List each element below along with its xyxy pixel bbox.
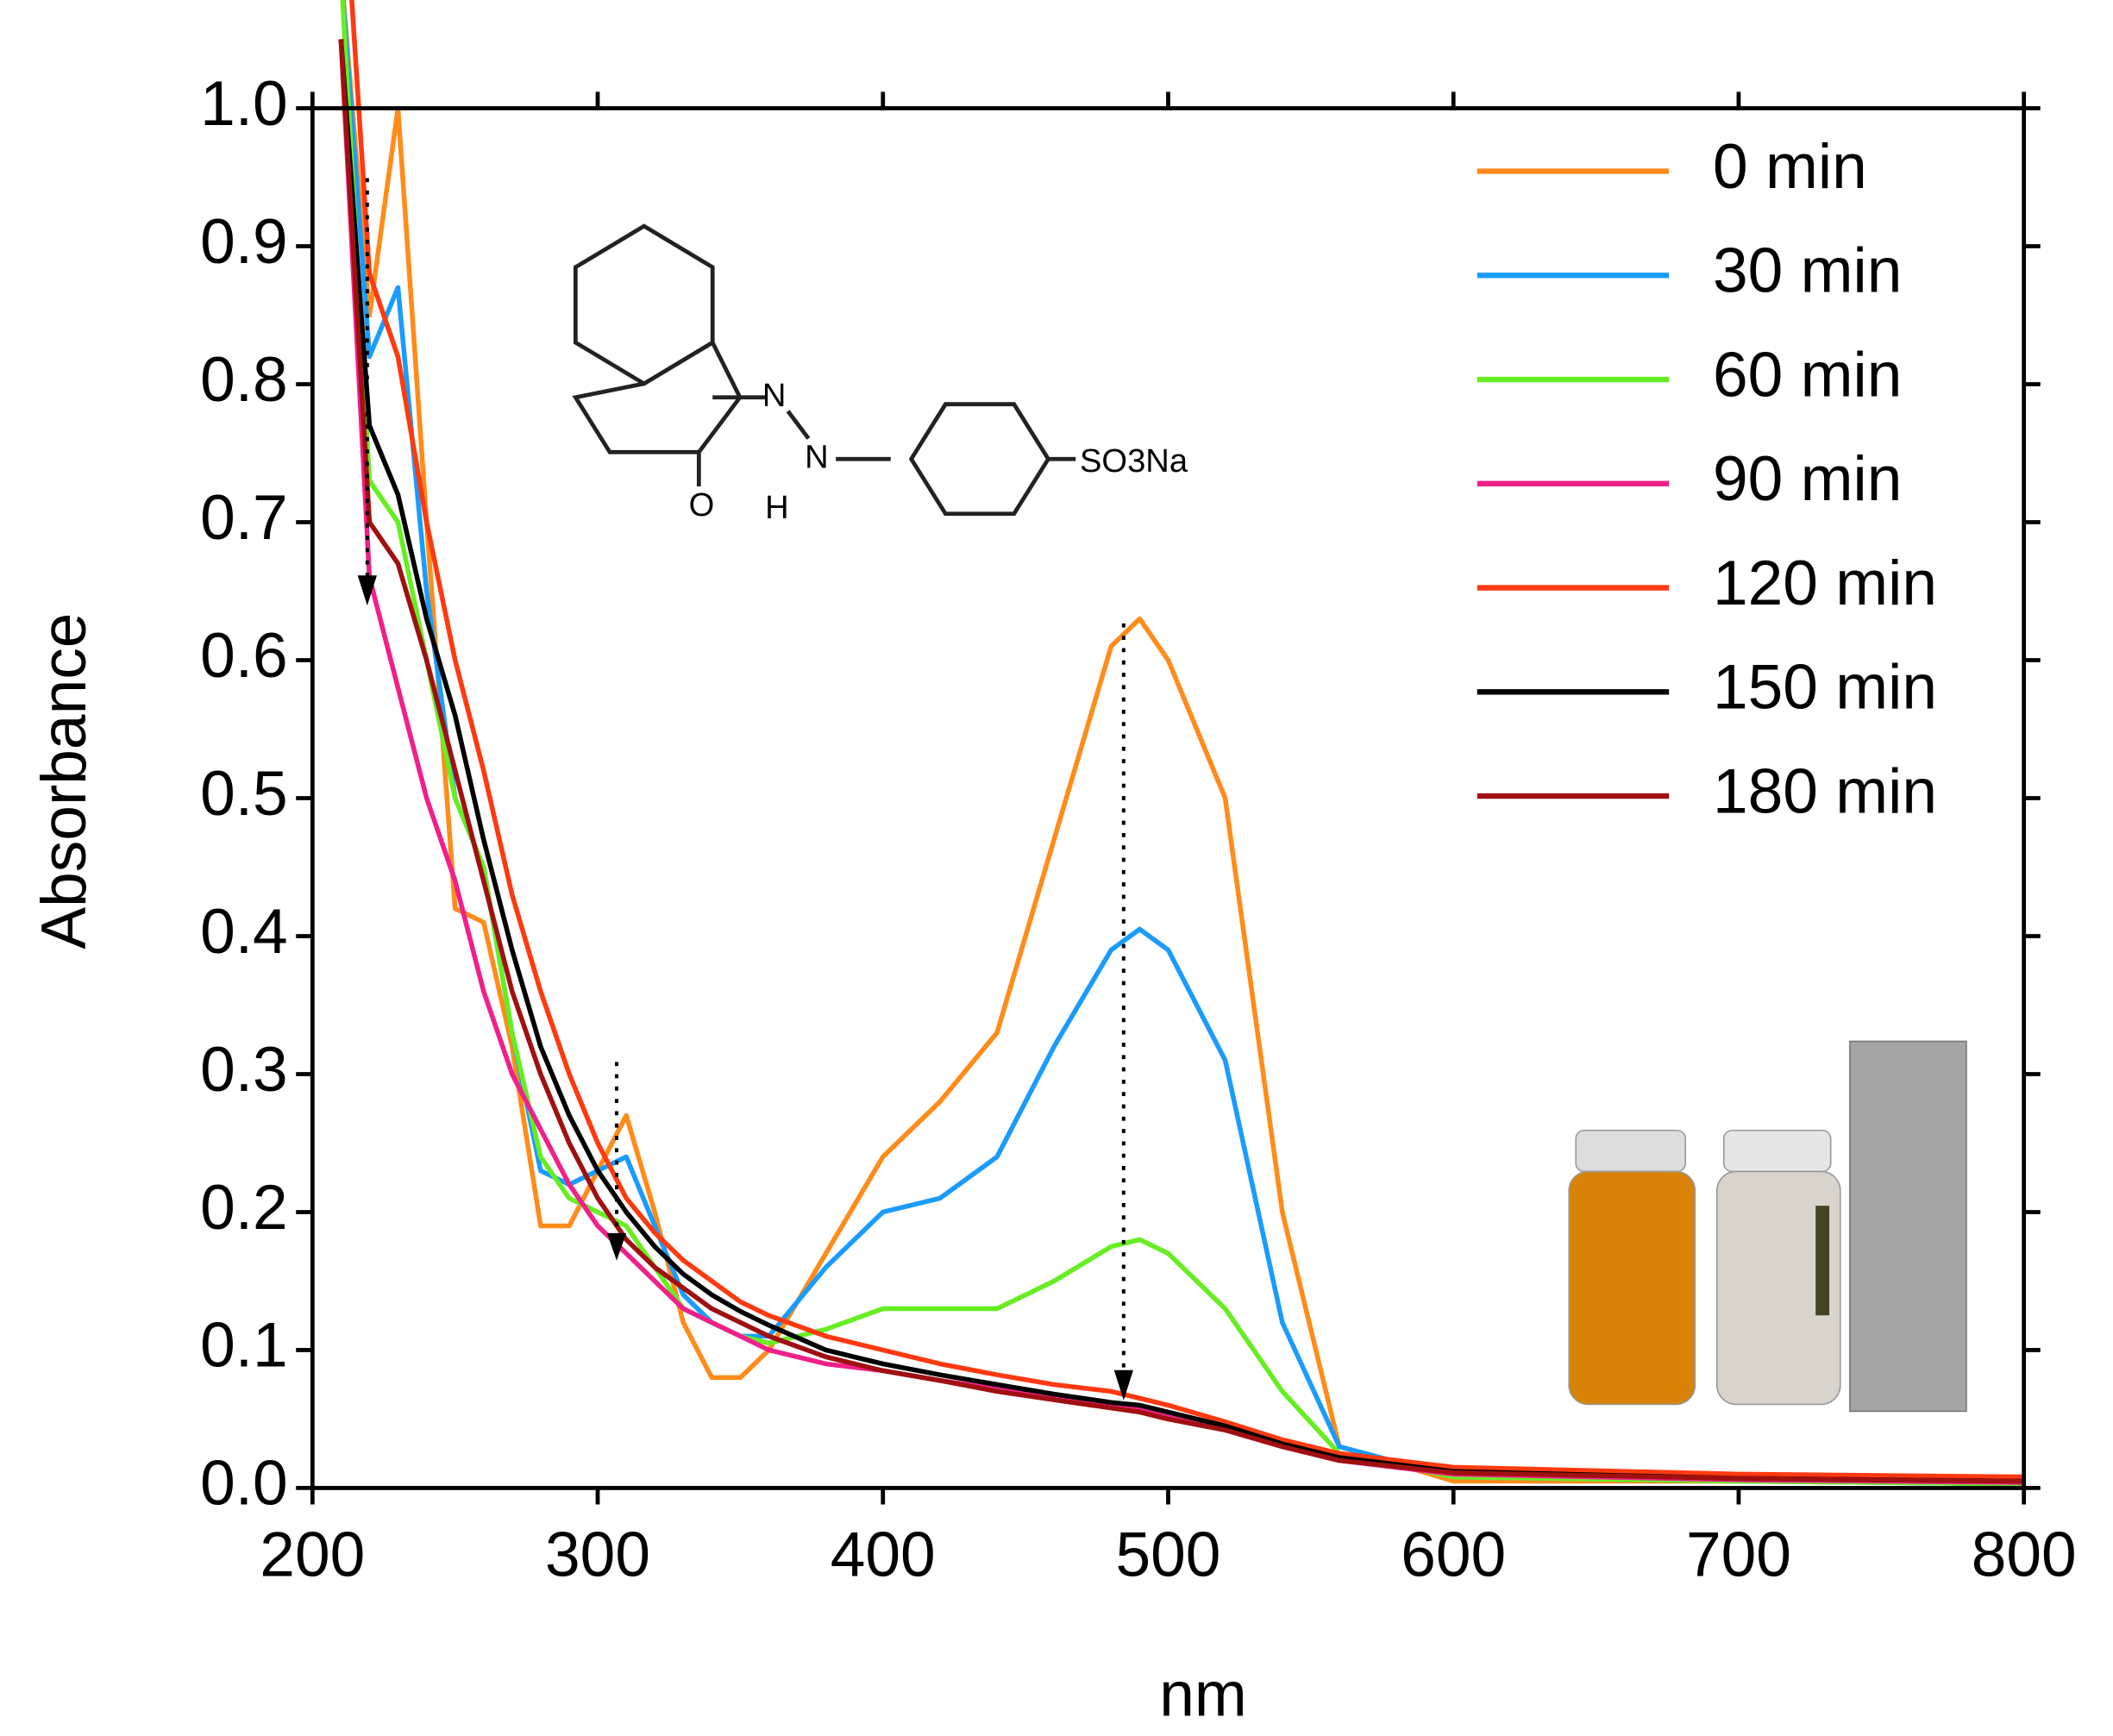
legend-label: 0 min	[1713, 132, 1867, 202]
y-tick-label: 0.9	[200, 207, 288, 277]
legend-label: 180 min	[1713, 756, 1937, 826]
x-tick-label: 800	[1972, 1520, 2077, 1589]
y-tick-label: 0.3	[200, 1035, 288, 1105]
plot-lines	[338, 0, 2024, 1487]
structure-label: SO3Na	[1080, 442, 1188, 479]
structure-label: O	[689, 486, 715, 523]
y-tick-label: 1.0	[200, 69, 288, 139]
series-line	[341, 0, 2024, 1487]
x-tick-label: 500	[1116, 1520, 1221, 1589]
structure-label: N	[805, 438, 829, 475]
series-line	[349, 0, 2024, 1480]
y-tick-label: 0.6	[200, 621, 288, 691]
trend-arrows	[365, 178, 1125, 1377]
chemical-structure	[572, 223, 1076, 517]
legend-label: 30 min	[1713, 236, 1902, 306]
structure-label: N	[762, 377, 787, 414]
y-tick-label: 0.1	[200, 1311, 288, 1381]
y-tick-label: 0.0	[200, 1449, 288, 1519]
x-tick-label: 400	[831, 1520, 936, 1589]
x-tick-label: 600	[1401, 1520, 1506, 1589]
legend: 0 min 30 min 60 min 90 min 120 min 150 min 180…	[1477, 132, 1937, 826]
series-line	[338, 39, 2024, 1484]
x-axis-label: nm	[1159, 1659, 1247, 1729]
legend-label: 60 min	[1713, 340, 1902, 410]
x-tick-label: 700	[1686, 1520, 1791, 1589]
legend-label: 150 min	[1713, 653, 1937, 723]
structure-label: H	[765, 489, 789, 526]
y-tick-label: 0.7	[200, 483, 288, 553]
x-tick-label: 300	[545, 1520, 650, 1589]
legend-label: 90 min	[1713, 444, 1902, 514]
x-tick-label: 200	[260, 1520, 365, 1589]
arrow-heads	[357, 575, 1133, 1401]
photo-inset	[1568, 1040, 1967, 1413]
y-tick-label: 0.8	[200, 345, 288, 415]
y-tick-label: 0.2	[200, 1173, 288, 1243]
y-axis-label: Absorbance	[29, 613, 99, 949]
legend-label: 120 min	[1713, 548, 1937, 618]
y-tick-label: 0.4	[200, 897, 288, 967]
series-line	[338, 39, 2024, 1484]
y-tick-label: 0.5	[200, 759, 288, 829]
